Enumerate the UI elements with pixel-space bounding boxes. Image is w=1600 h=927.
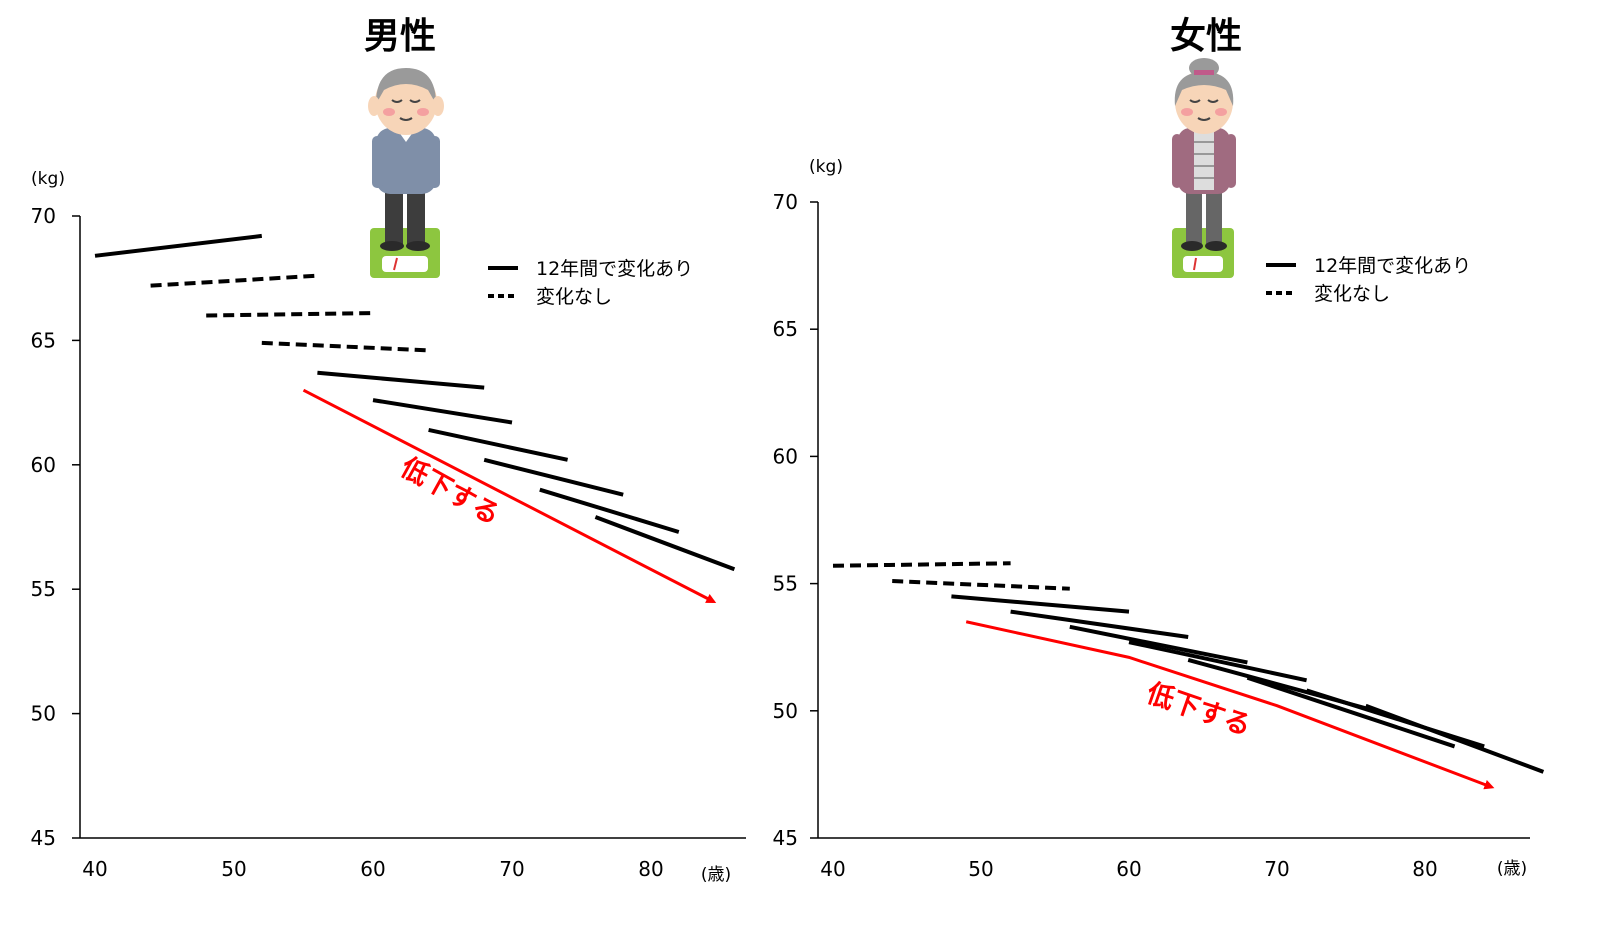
y-tick-label: 65 [31, 328, 56, 352]
changed-cohort-line [951, 594, 1130, 614]
unchanged-cohort-line [892, 579, 1070, 591]
y-tick-label: 45 [773, 826, 798, 850]
elderly-woman-on-scale-illustration [1172, 58, 1236, 278]
decline-trend-arrow [965, 620, 1495, 790]
y-tick-label: 65 [773, 317, 798, 341]
changed-cohort-line [317, 370, 485, 390]
changed-cohort-line [1365, 703, 1545, 774]
changed-cohort-line [1069, 624, 1248, 665]
changed-cohort-line [94, 233, 263, 258]
x-tick-label: 50 [968, 857, 993, 881]
unchanged-cohort-line [206, 311, 374, 318]
y-tick-label: 55 [31, 577, 56, 601]
legend-label: 12年間で変化あり [1314, 255, 1471, 277]
changed-cohort-line [594, 515, 736, 572]
changed-cohort-line [428, 428, 569, 462]
y-tick-label: 60 [773, 444, 798, 468]
x-tick-label: 40 [82, 857, 107, 881]
x-tick-label: 50 [221, 857, 246, 881]
decline-trend-label: 低下する [395, 451, 505, 531]
chart-title: 男性 [364, 16, 436, 57]
changed-cohort-line [483, 457, 624, 497]
decline-trend-arrow [302, 388, 717, 604]
unchanged-cohort-line [832, 561, 1011, 568]
y-axis-unit-label: (kg) [31, 169, 65, 189]
x-axis-unit-label: (歳) [701, 865, 731, 885]
y-tick-label: 45 [31, 826, 56, 850]
legend-label: 変化なし [1314, 283, 1390, 305]
unchanged-cohort-line [150, 273, 318, 288]
x-tick-label: 70 [499, 857, 524, 881]
legend-label: 変化なし [536, 286, 612, 308]
legend-label: 12年間で変化あり [536, 258, 693, 280]
y-tick-label: 50 [773, 699, 798, 723]
x-tick-label: 60 [360, 857, 385, 881]
elderly-man-on-scale-illustration [368, 68, 444, 278]
y-axis-unit-label: (kg) [809, 157, 843, 177]
x-tick-label: 80 [1412, 857, 1437, 881]
decline-trend-label: 低下する [1142, 677, 1255, 742]
changed-cohort-line [1128, 640, 1308, 683]
x-axis-unit-label: (歳) [1497, 859, 1527, 879]
x-tick-label: 70 [1264, 857, 1289, 881]
x-tick-label: 60 [1116, 857, 1141, 881]
changed-cohort-line [539, 487, 680, 534]
x-tick-label: 40 [820, 857, 845, 881]
x-tick-label: 80 [638, 857, 663, 881]
y-tick-label: 60 [31, 453, 56, 477]
y-tick-label: 55 [773, 572, 798, 596]
chart-title: 女性 [1170, 16, 1242, 57]
changed-cohort-line [1010, 609, 1189, 640]
changed-cohort-line [372, 398, 513, 425]
changed-cohort-line [1246, 675, 1456, 749]
y-tick-label: 70 [773, 190, 798, 214]
unchanged-cohort-line [261, 340, 429, 353]
female-weight-chart: 女性 45 50 55 60 65 70 40 50 60 70 80 (kg) (歳) 低下する 12年間で… [773, 16, 1545, 881]
y-tick-label: 50 [31, 702, 56, 726]
y-tick-label: 70 [31, 204, 56, 228]
